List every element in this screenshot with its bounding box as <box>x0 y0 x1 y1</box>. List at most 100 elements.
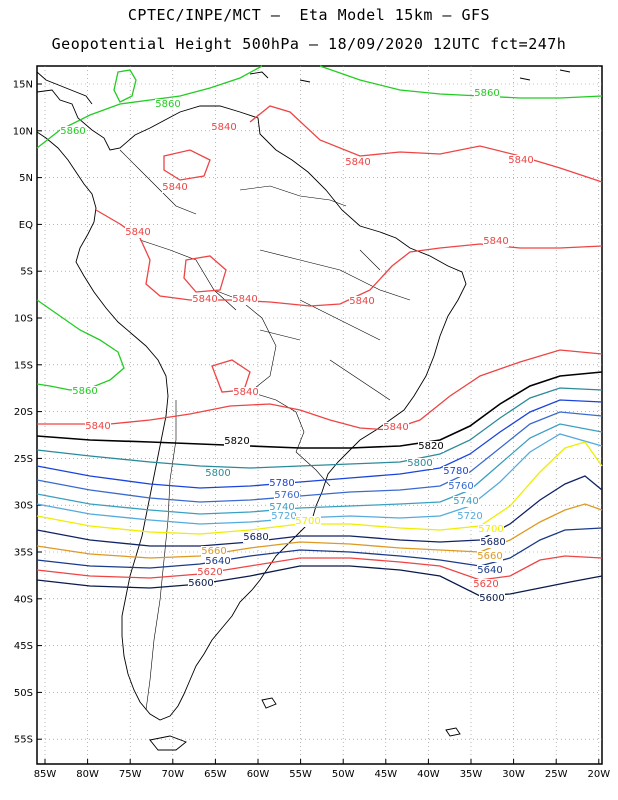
title-line-1: CPTEC/INPE/MCT – Eta Model 15km – GFS <box>127 6 491 24</box>
contour-label-bg <box>197 567 223 578</box>
contour-label-bg <box>269 478 295 489</box>
axis-ticks: 15N 10N 5N EQ 5S 10S 15S 20S 25S 30S 35S 40S 45S 50S 5… <box>13 80 610 781</box>
lon-tick-label: 50W <box>332 769 355 780</box>
lat-tick-label: EQ <box>19 220 33 231</box>
contour-label-bg <box>72 386 98 397</box>
contour-label-bg <box>477 551 503 562</box>
contour-label: 5840 <box>508 155 533 166</box>
contour-label: 5840 <box>192 294 217 305</box>
contour-label: 5760 <box>448 481 473 492</box>
contour-5860-north <box>36 65 603 149</box>
contour-label-bg <box>269 502 295 513</box>
contours <box>36 65 603 597</box>
lon-tick-label: 20W <box>587 769 610 780</box>
border-paraguay <box>249 391 305 453</box>
contour-label-bg <box>508 155 534 166</box>
contour-label: 5840 <box>345 157 370 168</box>
contour-label-bg <box>205 556 231 567</box>
contour-label-bg <box>453 496 479 507</box>
border-uruguay <box>295 451 331 487</box>
contour-label: 5820 <box>418 441 443 452</box>
contour-5600 <box>36 565 603 597</box>
island-tierra-del-fuego <box>149 735 187 751</box>
contour-label-bg <box>383 422 409 433</box>
contour-label-bg <box>479 593 505 604</box>
contour-5840-mid <box>95 209 603 307</box>
contour-label-bg <box>85 421 111 432</box>
contour-5840-blob2 <box>183 255 227 293</box>
border-colombia-venezuela <box>119 149 197 215</box>
contour-label: 5840 <box>483 236 508 247</box>
contour-label-bg <box>232 294 258 305</box>
contour-5860-west <box>36 299 125 391</box>
contour-label: 5720 <box>271 511 296 522</box>
lat-tick-label: 20S <box>14 407 33 418</box>
lon-tick-label: 65W <box>204 769 227 780</box>
lat-tick-label: 45S <box>14 641 33 652</box>
contour-label: 5640 <box>205 556 230 567</box>
contour-label: 5680 <box>243 532 268 543</box>
border-peru-brazil <box>139 239 237 311</box>
island-caribbean <box>249 69 571 83</box>
lon-tick-label: 60W <box>247 769 270 780</box>
contour-5840-blob1 <box>163 149 211 181</box>
coastline <box>36 69 571 751</box>
contour-labels: 5860 5860 5860 5860 5840 5840 5840 5840 5840 5840… <box>60 88 534 604</box>
contour-5660 <box>36 503 603 559</box>
contour-label: 5620 <box>197 567 222 578</box>
contour-label: 5740 <box>269 502 294 513</box>
contour-label-bg <box>243 532 269 543</box>
contour-label: 5660 <box>477 551 502 562</box>
contour-label: 5800 <box>205 468 230 479</box>
contour-label: 5800 <box>407 458 432 469</box>
contour-label: 5840 <box>125 227 150 238</box>
lon-tick-label: 70W <box>161 769 184 780</box>
lat-tick-label: 5S <box>20 267 33 278</box>
contour-label-bg <box>205 468 231 479</box>
contour-5700 <box>36 441 603 535</box>
contour-label: 5720 <box>457 511 482 522</box>
contour-label-bg <box>349 296 375 307</box>
contour-label: 5840 <box>162 182 187 193</box>
contour-label: 5780 <box>269 478 294 489</box>
contour-label-bg <box>60 126 86 137</box>
contour-5840-south <box>37 349 603 431</box>
lat-tick-label: 35S <box>14 548 33 559</box>
coastline-south-america <box>36 89 467 721</box>
contour-label-bg <box>274 490 300 501</box>
contour-label: 5840 <box>211 122 236 133</box>
contour-label: 5840 <box>383 422 408 433</box>
border-brazil-guianas <box>239 185 347 207</box>
lat-tick-label: 40S <box>14 594 33 605</box>
contour-label-bg <box>480 537 506 548</box>
lon-tick-label: 55W <box>289 769 312 780</box>
contour-5620 <box>36 555 603 581</box>
contour-5740 <box>36 423 603 515</box>
lon-tick-label: 40W <box>417 769 440 780</box>
contour-5680 <box>36 475 603 547</box>
contour-label: 5620 <box>473 579 498 590</box>
contour-label: 5680 <box>480 537 505 548</box>
contour-5860-loop <box>113 69 137 103</box>
contour-label: 5820 <box>224 436 249 447</box>
lat-tick-label: 25S <box>14 454 33 465</box>
contour-label: 5660 <box>201 546 226 557</box>
contour-label: 5840 <box>349 296 374 307</box>
contour-label-bg <box>407 458 433 469</box>
lat-tick-label: 10N <box>13 126 33 137</box>
lon-tick-label: 45W <box>374 769 397 780</box>
contour-label-bg <box>474 88 500 99</box>
lat-tick-label: 15N <box>13 80 33 91</box>
contour-label: 5640 <box>477 565 502 576</box>
contour-label-bg <box>125 227 151 238</box>
contour-5640 <box>36 527 603 569</box>
contour-label-bg <box>443 466 469 477</box>
island-falklands <box>261 697 277 709</box>
contour-label-bg <box>483 236 509 247</box>
contour-label-bg <box>211 122 237 133</box>
map-frame <box>36 65 603 765</box>
contour-label: 5860 <box>155 99 180 110</box>
border-brazil-states <box>259 249 411 401</box>
contour-5720 <box>36 433 603 525</box>
contour-label-bg <box>473 579 499 590</box>
